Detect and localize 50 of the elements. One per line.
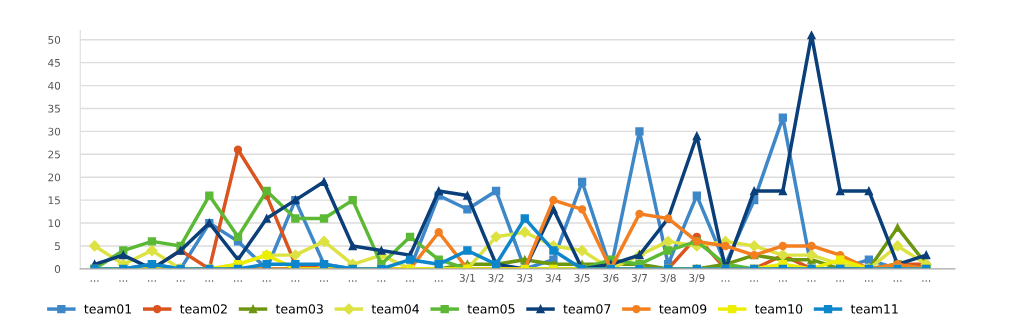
legend-label: team04 bbox=[371, 304, 419, 314]
x-tick-label: ... bbox=[434, 280, 443, 282]
legend-label: team11 bbox=[850, 304, 898, 314]
y-tick-label: 0 bbox=[54, 265, 61, 273]
x-tick-label: 3/3 bbox=[517, 273, 533, 283]
x-tick-label: 3/8 bbox=[660, 273, 676, 283]
legend-label: team02 bbox=[180, 304, 227, 314]
x-tick-label: ... bbox=[90, 280, 99, 282]
x-tick-label: ... bbox=[348, 280, 357, 282]
legend-label: team09 bbox=[659, 304, 707, 314]
legend-label: team07 bbox=[563, 304, 611, 314]
x-tick-label: 3/9 bbox=[689, 273, 705, 283]
x-tick-label: ... bbox=[262, 280, 271, 282]
x-tick-label: 3/2 bbox=[488, 273, 504, 283]
x-tick-label: 3/7 bbox=[631, 273, 647, 283]
x-tick-label: ... bbox=[750, 280, 759, 282]
legend-label: team10 bbox=[755, 304, 803, 314]
x-tick-label: ... bbox=[234, 280, 242, 282]
legend-label: team03 bbox=[275, 304, 323, 314]
legend-label: team05 bbox=[467, 304, 515, 314]
x-tick-label: 3/4 bbox=[545, 273, 562, 283]
y-tick-label: 40 bbox=[48, 81, 61, 90]
x-tick-label: ... bbox=[320, 280, 328, 282]
y-tick-label: 25 bbox=[48, 150, 60, 159]
y-tick-label: 10 bbox=[48, 219, 61, 228]
x-tick-label: ... bbox=[721, 280, 730, 282]
x-tick-label: ... bbox=[148, 280, 156, 282]
y-tick-label: 50 bbox=[48, 35, 61, 44]
y-tick-label: 35 bbox=[48, 104, 60, 113]
x-tick-label: ... bbox=[176, 280, 185, 282]
x-tick-label: ... bbox=[119, 280, 128, 282]
y-tick-label: 30 bbox=[48, 127, 61, 136]
x-tick-label: ... bbox=[893, 280, 902, 282]
x-tick-label: ... bbox=[406, 280, 414, 282]
x-tick-label: ... bbox=[779, 280, 787, 282]
x-tick-label: 3/5 bbox=[574, 273, 590, 283]
y-tick-label: 5 bbox=[54, 242, 60, 251]
x-tick-label: ... bbox=[865, 280, 873, 282]
x-tick-label: ... bbox=[807, 280, 816, 282]
y-tick-label: 15 bbox=[48, 196, 60, 205]
x-tick-label: ... bbox=[922, 280, 931, 282]
x-tick-label: ... bbox=[205, 280, 214, 282]
y-tick-label: 45 bbox=[48, 59, 60, 67]
legend-label: team01 bbox=[84, 304, 132, 314]
x-tick-label: 3/6 bbox=[603, 273, 619, 283]
x-tick-label: 3/1 bbox=[459, 273, 475, 283]
x-tick-label: ... bbox=[291, 280, 300, 282]
x-tick-label: ... bbox=[836, 280, 845, 282]
x-tick-label: ... bbox=[377, 280, 386, 282]
y-tick-label: 20 bbox=[48, 173, 61, 182]
